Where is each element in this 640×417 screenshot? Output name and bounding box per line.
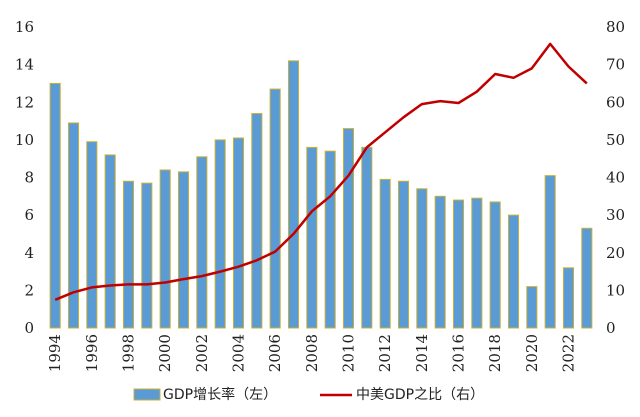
left-tick-label: 4 <box>24 244 34 262</box>
right-tick-label: 10 <box>606 281 625 299</box>
gdp-growth-bar <box>361 146 373 329</box>
x-tick-label: 1998 <box>120 334 138 372</box>
x-tick-label: 2012 <box>376 334 394 372</box>
x-tick-label: 2004 <box>230 334 248 372</box>
x-tick-label: 2010 <box>340 334 358 372</box>
right-axis: 0 10 20 30 40 50 60 70 80 <box>606 18 625 337</box>
x-tick-label: 2014 <box>413 334 431 372</box>
gdp-growth-bar <box>269 88 281 329</box>
legend-swatch-gdp-growth <box>133 388 161 401</box>
left-tick-label: 12 <box>15 93 34 111</box>
left-tick-label: 10 <box>15 131 34 149</box>
gdp-growth-bar <box>104 154 116 329</box>
gdp-growth-bar <box>67 122 80 329</box>
x-tick-label: 2002 <box>193 334 211 372</box>
gdp-ratio-line-group <box>54 42 588 301</box>
gdp-growth-bar <box>416 188 428 329</box>
gdp-growth-bar <box>471 197 483 329</box>
gdp-growth-bar <box>232 137 245 329</box>
x-tick-label: 2006 <box>266 334 284 372</box>
gdp-growth-bar <box>49 82 61 329</box>
gdp-growth-bar <box>324 150 336 329</box>
x-tick-label: 2018 <box>486 334 504 372</box>
left-axis: 0 2 4 6 8 10 12 14 16 <box>15 18 34 337</box>
right-tick-label: 50 <box>606 131 625 149</box>
gdp-growth-bar <box>342 128 355 329</box>
x-tick-label: 2016 <box>450 334 468 372</box>
gdp-growth-bar <box>526 286 538 329</box>
gdp-growth-bar <box>397 180 410 329</box>
x-tick-label: 1994 <box>46 334 64 372</box>
x-tick-label: 1996 <box>83 334 101 372</box>
left-tick-label: 0 <box>24 319 34 337</box>
legend-label-gdp-growth: GDP增长率（左） <box>163 386 277 403</box>
left-tick-label: 2 <box>24 281 34 299</box>
gdp-ratio-line <box>54 42 588 301</box>
gdp-growth-bar <box>86 141 98 329</box>
x-axis: 1994 1996 1998 2000 2002 2004 2006 2008 2010 2012… <box>46 334 577 372</box>
legend: GDP增长率（左） 中美GDP之比（右） <box>133 386 484 403</box>
gdp-growth-bar <box>544 175 556 329</box>
x-tick-label: 2008 <box>303 334 321 372</box>
gdp-growth-bar <box>379 178 391 329</box>
gdp-growth-bar <box>214 139 226 329</box>
right-tick-label: 80 <box>606 18 625 36</box>
left-tick-label: 6 <box>24 206 34 224</box>
right-tick-label: 20 <box>606 244 625 262</box>
gdp-growth-bar <box>159 169 171 329</box>
left-tick-label: 14 <box>15 56 34 74</box>
right-tick-label: 70 <box>606 56 625 74</box>
gdp-growth-bar <box>141 182 153 329</box>
gdp-growth-bar <box>507 214 520 329</box>
gdp-growth-bar <box>562 267 575 329</box>
right-tick-label: 30 <box>606 206 625 224</box>
gdp-growth-bar <box>287 60 300 329</box>
gdp-growth-bar <box>452 199 465 329</box>
gdp-growth-bars <box>49 60 593 329</box>
x-tick-label: 2000 <box>156 334 174 372</box>
right-tick-label: 40 <box>606 169 625 187</box>
gdp-growth-bar <box>434 195 446 329</box>
x-tick-label: 2020 <box>523 334 541 372</box>
right-tick-label: 0 <box>606 319 616 337</box>
gdp-growth-bar <box>306 146 318 329</box>
gdp-growth-bar <box>177 171 190 329</box>
left-tick-label: 8 <box>24 169 34 187</box>
x-tick-label: 2022 <box>560 334 578 372</box>
gdp-growth-bar <box>122 180 135 329</box>
gdp-growth-bar <box>581 227 593 329</box>
gdp-growth-bar <box>251 113 263 329</box>
legend-label-gdp-ratio: 中美GDP之比（右） <box>356 387 484 403</box>
gdp-growth-bar <box>489 201 501 329</box>
left-tick-label: 16 <box>15 18 34 36</box>
right-tick-label: 60 <box>606 93 625 111</box>
gdp-growth-bar <box>196 156 208 329</box>
